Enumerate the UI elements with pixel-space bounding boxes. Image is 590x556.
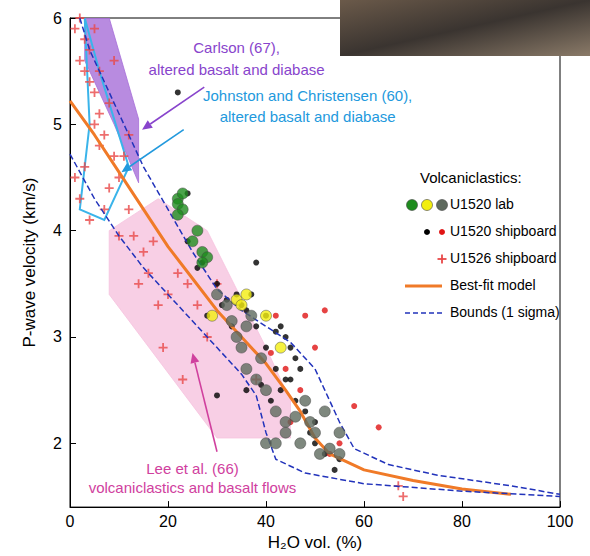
svg-text:6: 6 [53,10,62,27]
svg-text:Carlson (67),: Carlson (67), [193,39,280,56]
svg-text:60: 60 [355,513,373,530]
svg-text:80: 80 [453,513,471,530]
svg-text:U1526 shipboard: U1526 shipboard [450,250,557,266]
svg-text:Best-fit model: Best-fit model [450,277,536,293]
svg-text:5: 5 [53,116,62,133]
svg-text:altered basalt and diabase: altered basalt and diabase [149,61,325,78]
svg-text:3: 3 [53,328,62,345]
svg-text:H₂O vol. (%): H₂O vol. (%) [268,533,362,552]
svg-text:4: 4 [53,222,62,239]
svg-text:40: 40 [257,513,275,530]
svg-text:Volcaniclastics:: Volcaniclastics: [420,169,522,186]
svg-text:U1520 lab: U1520 lab [450,196,514,212]
svg-text:U1520 shipboard: U1520 shipboard [450,223,557,239]
svg-text:altered basalt and diabase: altered basalt and diabase [220,108,396,125]
svg-text:P-wave velocity (km/s): P-wave velocity (km/s) [20,178,39,348]
svg-text:20: 20 [159,513,177,530]
svg-text:volcaniclastics and basalt flo: volcaniclastics and basalt flows [89,479,297,496]
svg-text:Johnston and Christensen (60),: Johnston and Christensen (60), [203,87,412,104]
svg-text:2: 2 [53,435,62,452]
svg-text:0: 0 [66,513,75,530]
svg-text:100: 100 [547,513,574,530]
svg-text:Lee et al. (66): Lee et al. (66) [146,460,239,477]
svg-text:Bounds (1 sigma): Bounds (1 sigma) [450,304,560,320]
